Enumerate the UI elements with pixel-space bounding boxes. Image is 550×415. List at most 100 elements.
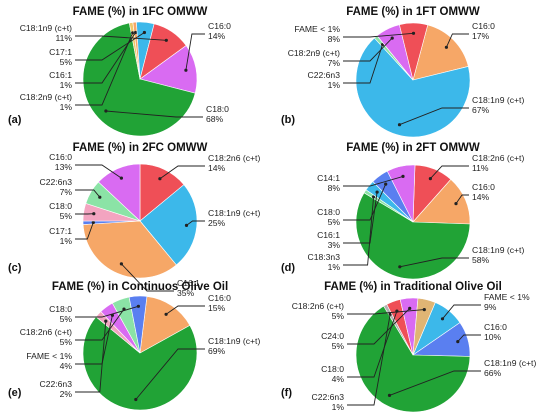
leader-dot [390, 36, 394, 40]
slice-label-c16-0: C16:0 [208, 293, 231, 303]
leader-line [347, 310, 398, 378]
leader-dot [372, 195, 376, 199]
slice-value-c18-0: 68% [206, 114, 224, 124]
slice-label-c16-0: C16:0 [484, 322, 507, 332]
leader-dot [401, 174, 405, 178]
chart-title: FAME (%) in 1FC OMWW [73, 6, 208, 18]
chart-title: FAME (%) in Continuos Olive Oil [52, 281, 228, 293]
leader-line [75, 35, 167, 41]
leader-line [343, 44, 383, 84]
slice-label-c18-0: C18:0 [317, 207, 340, 217]
leader-line [75, 305, 139, 318]
pie-slice-c16-0 [98, 163, 141, 222]
leader-dot [164, 312, 168, 316]
slice-value-c18-1n9-c-t: 58% [472, 255, 490, 265]
leader-line [430, 165, 469, 179]
pie-slice-c18-1n9-c-t [355, 305, 471, 413]
slice-value-c18-2n9-c-t: 7% [328, 58, 341, 68]
leader-dot [91, 220, 95, 225]
leader-dot [411, 31, 416, 35]
leader-dot [119, 176, 123, 180]
slice-value-c18-2n6-c-t: 11% [472, 163, 489, 173]
slice-label-c24-0: C24:0 [321, 331, 344, 341]
panel-label: (b) [281, 114, 295, 126]
slice-value-c18-0: 5% [328, 217, 341, 227]
slice-value-c16-0: 14% [472, 192, 490, 202]
leader-dot [131, 31, 135, 35]
pie-slice-c18-0 [128, 295, 148, 354]
pie-panel-5: FAME (%) in Continuos Olive Oil (e) C16:01… [8, 281, 260, 411]
slice-value-c18-1n9-c-t: 67% [472, 105, 490, 115]
slice-label-c22-6n3: C22:6n3 [312, 392, 345, 402]
leader-dot [397, 123, 402, 127]
leader-line [75, 32, 134, 106]
slice-value-c22-6n3: 1% [328, 80, 341, 90]
leader-line [75, 32, 145, 61]
slice-label-c18-2n6-c-t: C18:2n6 (c+t) [208, 153, 260, 163]
pie-slice-fame-1 [399, 22, 429, 81]
slice-label-c16-1: C16:1 [317, 230, 340, 240]
leader-line [389, 370, 481, 396]
pie-slice-c18-1n9-c-t [355, 192, 471, 280]
leader-line [165, 305, 205, 315]
leader-line [75, 164, 122, 179]
slice-value-c18-1n9-c-t: 66% [484, 368, 502, 378]
slice-value-c17-1: 5% [60, 57, 73, 67]
slice-label-c16-1: C16:1 [177, 278, 200, 288]
panel-label: (c) [8, 262, 22, 274]
slice-value-c18-2n9-c-t: 1% [60, 102, 73, 112]
leader-dot [184, 68, 188, 72]
pie-panel-4: FAME (%) in 2FT OMWW (d) C18:2n6 (c+t)11% C… [281, 142, 524, 280]
slice-value-c16-1: 35% [177, 288, 195, 298]
leader-line [343, 37, 393, 62]
pie-slice-c16-0 [139, 296, 191, 354]
leader-line [399, 107, 469, 126]
leader-dot [119, 262, 123, 266]
chart-title: FAME (%) in 1FT OMWW [346, 6, 480, 18]
leader-dot [387, 393, 392, 397]
slice-label-c18-0: C18:0 [49, 304, 72, 314]
slice-value-c18-2n6-c-t: 5% [332, 311, 345, 321]
pie-slice-c16-1 [82, 220, 177, 279]
pie-slice-c18-1n9-c-t [139, 184, 198, 266]
leader-line [75, 308, 125, 341]
chart-title: FAME (%) in 2FT OMWW [346, 142, 480, 154]
leader-dot [104, 319, 108, 323]
pie-panel-1: FAME (%) in 1FC OMWW (a) C16:014% C18:068% C… [8, 6, 231, 137]
leader-line [399, 257, 469, 268]
pie-slice-c16-0 [412, 24, 469, 81]
slice-value-c14-1: 8% [328, 183, 341, 193]
slice-value-fame-1: 9% [484, 302, 497, 312]
leader-dot [104, 109, 108, 113]
slice-value-fame-1: 8% [328, 34, 341, 44]
slice-label-fame-1: FAME < 1% [294, 24, 340, 34]
slice-value-c17-1: 1% [60, 236, 73, 246]
slice-value-c22-6n3: 2% [60, 389, 73, 399]
pie-panel-6: FAME (%) in Traditional Olive Oil (f) FAME… [281, 281, 536, 413]
leader-dot [136, 304, 140, 308]
slice-value-fame-1: 4% [60, 361, 73, 371]
pie-slice-c18-1n9-c-t [139, 23, 187, 80]
leader-line [442, 304, 481, 320]
slice-label-c17-1: C17:1 [49, 226, 72, 236]
slice-label-c18-3n3: C18:3n3 [308, 252, 341, 262]
leader-dot [184, 223, 189, 227]
slice-label-c22-6n3: C22:6n3 [40, 379, 73, 389]
leader-dot [408, 306, 412, 310]
leader-dot [142, 30, 146, 35]
slice-value-c16-0: 10% [484, 332, 502, 342]
slice-value-c16-0: 15% [208, 303, 226, 313]
slice-label-c16-0: C16:0 [472, 182, 495, 192]
leader-line [343, 196, 375, 266]
slice-label-c18-0: C18:0 [206, 104, 229, 114]
slice-value-c18-1n9-c-t: 25% [208, 218, 226, 228]
slice-value-c18-3n3: 1% [328, 262, 341, 272]
panel-label: (a) [8, 114, 22, 126]
slice-label-c16-1: C16:1 [49, 70, 72, 80]
slice-label-c22-6n3: C22:6n3 [308, 70, 341, 80]
leader-line [343, 175, 404, 187]
slice-label-c18-0: C18:0 [49, 201, 72, 211]
panel-label: (e) [8, 387, 22, 399]
leader-dot [164, 38, 168, 42]
leader-dot [380, 43, 385, 47]
